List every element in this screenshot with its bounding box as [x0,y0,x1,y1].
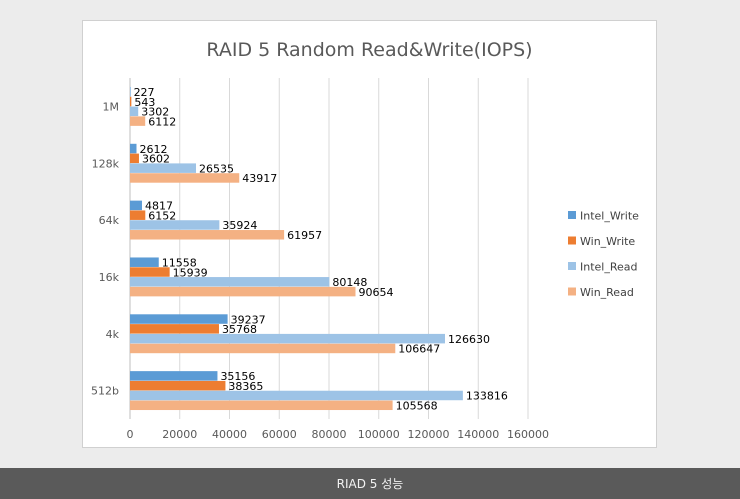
data-label: 26535 [199,162,234,175]
data-label: 106647 [398,343,440,356]
x-tick-label: 60000 [262,428,297,441]
data-label: 227 [134,86,155,99]
x-tick-label: 160000 [507,428,549,441]
bar [130,163,197,173]
data-label: 11558 [162,256,197,269]
data-label: 80148 [332,276,367,289]
data-label: 35924 [222,219,257,232]
bar [130,257,159,267]
category-label: 512b [91,385,119,398]
legend-swatch [568,236,576,245]
caption-bar: RIAD 5 성능 [0,468,740,499]
legend-label: Intel_Read [580,261,638,274]
bar [130,324,219,334]
data-label: 43917 [242,172,277,185]
bar [130,106,139,117]
bar [130,277,330,287]
x-tick-label: 140000 [457,428,499,441]
bar [130,343,396,354]
chart-panel: RAID 5 Random Read&Write(IOPS) 0 20000 400… [82,20,657,448]
bar [130,267,170,277]
caption-text: RIAD 5 성능 [336,477,404,491]
legend-label: Win_Write [580,235,635,248]
category-label: 4k [106,328,120,341]
bar [130,333,445,344]
data-label: 35768 [222,323,257,336]
data-label: 90654 [359,286,394,299]
bar [130,86,131,97]
x-tick-label: 100000 [358,428,400,441]
bar [130,96,132,107]
legend-swatch [568,211,576,219]
category-label: 16k [99,271,120,284]
data-label: 3302 [141,106,169,119]
legend-label: Win_Read [580,286,634,299]
bar [130,230,285,240]
data-label: 6112 [148,115,176,128]
data-label: 38365 [228,380,263,393]
legend-label: Intel_Write [580,210,639,223]
legend-swatch [568,287,576,296]
data-label: 2612 [139,143,167,156]
bar [130,371,218,381]
data-label: 543 [134,96,155,109]
data-label: 39237 [231,313,266,326]
bar [130,286,356,297]
bar [130,400,393,411]
legend-swatch [568,262,576,270]
data-label: 3602 [142,153,170,166]
bar [130,210,146,220]
category-label: 64k [99,214,120,227]
category-label: 128k [92,157,120,170]
bar [130,153,139,164]
x-tick-label: 0 [127,428,134,441]
bar [130,173,240,183]
data-label: 15939 [173,266,208,279]
data-label: 61957 [287,229,322,242]
bar [130,200,142,211]
bar [130,116,146,126]
bar [130,380,226,391]
data-label: 126630 [448,333,490,346]
data-label: 35156 [220,370,255,383]
bar [130,143,137,154]
bar [130,390,463,401]
bar [130,314,228,324]
data-label: 133816 [466,390,508,403]
x-tick-label: 40000 [212,428,247,441]
chart-plot: 0 20000 40000 60000 80000 100000 120000 140000 1… [91,78,639,441]
x-tick-label: 20000 [162,428,197,441]
bar [130,220,220,230]
x-tick-label: 120000 [408,428,450,441]
data-label: 105568 [396,400,438,413]
data-label: 6152 [148,209,176,222]
chart-title: RAID 5 Random Read&Write(IOPS) [206,39,533,61]
data-label: 4817 [145,200,173,213]
category-label: 1M [103,100,120,113]
x-tick-label: 80000 [312,428,347,441]
